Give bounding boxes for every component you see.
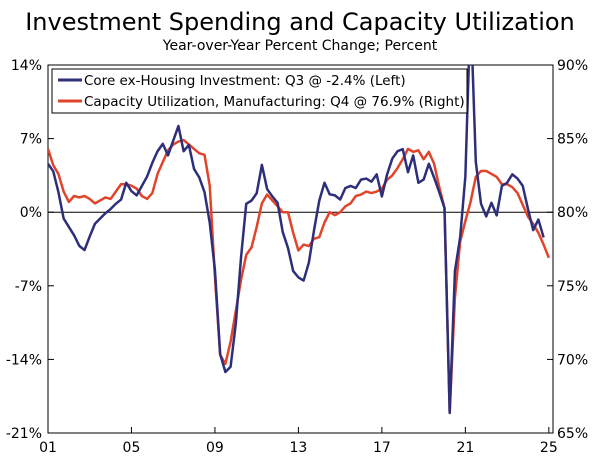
x-tick-label: 13	[289, 440, 307, 456]
x-tick-label: 01	[39, 440, 57, 456]
x-tick-label: 05	[123, 440, 141, 456]
legend-label-capacity: Capacity Utilization, Manufacturing: Q4 …	[84, 94, 465, 110]
legend: Core ex-Housing Investment: Q3 @ -2.4% (…	[51, 68, 468, 114]
right-axis: 90% 85% 80% 75% 70% 65%	[547, 58, 588, 442]
chart-subtitle: Year-over-Year Percent Change; Percent	[162, 38, 438, 54]
x-tick-label: 25	[540, 440, 558, 456]
series-layer	[48, 65, 550, 415]
left-tick-label: -7%	[15, 279, 42, 295]
chart-title: Investment Spending and Capacity Utiliza…	[25, 8, 575, 36]
right-tick-label: 90%	[557, 58, 588, 74]
x-axis: 01 05 09 13 17 21 25	[39, 427, 558, 456]
right-tick-label: 70%	[557, 352, 588, 368]
x-tick-label: 09	[206, 440, 224, 456]
legend-box	[51, 68, 468, 114]
right-tick-label: 80%	[557, 205, 588, 221]
series-line-capacity	[48, 138, 550, 414]
left-axis: 14% 7% 0% -7% -14% -21%	[6, 58, 54, 442]
left-tick-label: -21%	[6, 426, 42, 442]
left-tick-label: 7%	[20, 132, 42, 148]
series-line-investment	[48, 65, 545, 415]
x-tick-label: 17	[373, 440, 391, 456]
left-tick-label: 0%	[20, 205, 42, 221]
legend-label-investment: Core ex-Housing Investment: Q3 @ -2.4% (…	[84, 73, 406, 89]
left-tick-label: -14%	[6, 352, 42, 368]
x-tick-label: 21	[456, 440, 474, 456]
right-tick-label: 75%	[557, 279, 588, 295]
right-tick-label: 85%	[557, 132, 588, 148]
left-tick-label: 14%	[11, 58, 42, 74]
plot-frame	[47, 64, 554, 434]
right-tick-label: 65%	[557, 426, 588, 442]
